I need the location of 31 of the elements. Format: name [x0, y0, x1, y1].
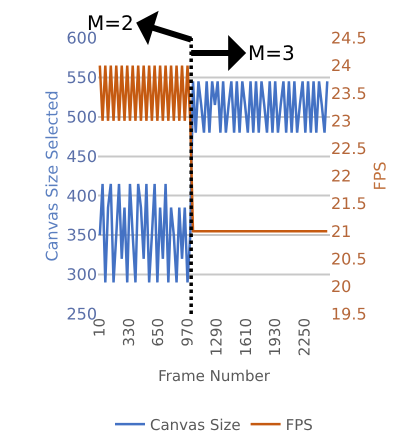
y2-tick-label: 19.5	[331, 304, 367, 324]
y-tick-label: 300	[66, 265, 97, 284]
y2-tick-label: 24	[331, 56, 352, 76]
x-tick-label: 1290	[208, 318, 226, 356]
y-tick-label: 550	[66, 68, 97, 88]
y2-tick-label: 21	[331, 222, 352, 241]
x-tick-label: 330	[120, 318, 138, 347]
x-tick-label: 1930	[266, 318, 284, 356]
y2-tick-label: 22.5	[331, 139, 367, 158]
y2-tick-label: 24.5	[331, 28, 367, 48]
legend-label: Canvas Size	[150, 416, 241, 434]
y-axis-title: Canvas Size Selected	[42, 90, 62, 262]
y2-axis-title: FPS	[370, 161, 390, 191]
y-tick-label: 500	[66, 107, 97, 126]
y2-tick-label: 22	[331, 166, 352, 186]
line-series	[98, 80, 329, 284]
y2-tick-label: 21.5	[331, 194, 367, 214]
y2-tick-label: 20.5	[331, 249, 367, 268]
y2-tick-label: 23.5	[331, 84, 367, 103]
x-tick-label: 1610	[236, 318, 255, 356]
y-tick-label: 400	[66, 186, 97, 206]
y-tick-label: 350	[66, 226, 97, 245]
x-tick-label: 970	[178, 318, 196, 347]
y2-tick-label: 23	[331, 111, 352, 130]
legend-label: FPS	[286, 416, 313, 434]
x-tick-label: 650	[149, 318, 168, 347]
y-tick-label: 450	[66, 146, 97, 166]
y2-tick-label: 20	[331, 277, 352, 296]
x-axis-title: Frame Number	[158, 367, 271, 386]
annotation: M=3	[248, 41, 295, 65]
x-tick-label: 2250	[295, 318, 314, 356]
